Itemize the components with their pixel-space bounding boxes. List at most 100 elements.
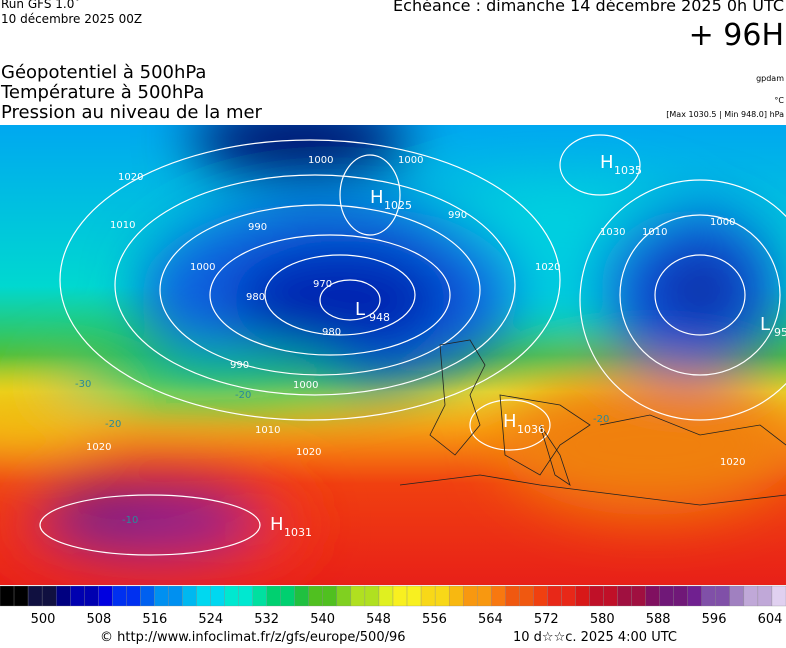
swatch	[406, 585, 422, 607]
isobar-label: 990	[230, 360, 249, 371]
swatch	[98, 585, 113, 607]
lead-time: + 96H	[688, 18, 784, 53]
center-letter: H	[600, 152, 614, 173]
colorbar-tick-label: 540	[310, 612, 335, 627]
swatch	[168, 585, 183, 607]
isobar-label: 990	[248, 222, 267, 233]
isobar-label: 1010	[255, 425, 280, 436]
center-value: 1036	[517, 423, 545, 436]
colorbar-tick-label: 588	[646, 612, 671, 627]
swatch	[27, 585, 43, 607]
unit: [Max 1030.5 | Min 948.0] hPa	[666, 110, 784, 119]
colorbar-tick-label: 524	[198, 612, 223, 627]
swatch	[673, 585, 688, 607]
swatch	[687, 585, 702, 607]
isobar-label: 1020	[118, 172, 143, 183]
temperature-label: -20	[593, 414, 609, 425]
swatch	[547, 585, 562, 607]
temperature-label: -20	[235, 390, 251, 401]
swatch	[392, 585, 408, 607]
colorbar-tick-label: 604	[758, 612, 783, 627]
colorbar-tick-label: 556	[422, 612, 447, 627]
swatch	[519, 585, 534, 607]
isobar-label: 1020	[535, 262, 560, 273]
center-value: 1035	[614, 164, 642, 177]
temperature-label: -10	[122, 515, 138, 526]
swatch	[112, 585, 127, 607]
isobar-label: 980	[246, 292, 265, 303]
field: Géopotentiel à 500hPa	[1, 62, 207, 83]
isobar-label: 990	[448, 210, 467, 221]
temperature-label: -20	[105, 419, 121, 430]
colorbar: 500 508 516 524 532 540 548 556 564 572 580 588 596 6…	[0, 585, 786, 627]
swatch	[491, 585, 506, 607]
swatch	[617, 585, 632, 607]
swatch	[210, 585, 225, 607]
isobar-label: 1000	[398, 155, 423, 166]
swatch	[561, 585, 576, 607]
footer-time: 10 d☆☆c. 2025 4:00 UTC	[513, 630, 677, 645]
swatch	[0, 585, 15, 607]
swatch	[659, 585, 674, 607]
swatch	[238, 585, 253, 607]
field: Pression au niveau de la mer	[1, 102, 262, 123]
swatch	[364, 585, 380, 607]
swatch	[322, 585, 338, 607]
echeance: Echéance : dimanche 14 décembre 2025 0h …	[393, 0, 784, 15]
swatch	[154, 585, 169, 607]
isobar-label: 1010	[642, 227, 667, 238]
swatch	[55, 585, 71, 607]
colorbar-tick-label: 508	[87, 612, 112, 627]
swatch	[603, 585, 618, 607]
swatch	[13, 585, 29, 607]
isobar-label: 1000	[190, 262, 215, 273]
isobar-label: 970	[313, 279, 332, 290]
swatch	[533, 585, 548, 607]
swatch	[589, 585, 604, 607]
unit: gpdam	[756, 74, 784, 83]
center-letter: H	[270, 514, 284, 535]
colorbar-tick-label: 516	[142, 612, 167, 627]
swatch	[631, 585, 646, 607]
swatch	[701, 585, 716, 607]
isobar-label: 1000	[308, 155, 333, 166]
swatch	[434, 585, 450, 607]
center-value: 1025	[384, 199, 412, 212]
swatch	[266, 585, 281, 607]
swatch	[757, 585, 773, 607]
center-value: 948	[369, 311, 390, 324]
center-value: 1031	[284, 526, 312, 539]
isobar-label: 1010	[110, 220, 135, 231]
isobar-label: 980	[322, 327, 341, 338]
run: Run GFS 1.0˚	[1, 0, 81, 11]
run-date: 10 décembre 2025 00Z	[1, 12, 143, 26]
swatch	[140, 585, 155, 607]
swatch	[575, 585, 590, 607]
temperature-label: -30	[75, 379, 91, 390]
swatch	[126, 585, 141, 607]
colorbar-tick-label: 564	[478, 612, 503, 627]
swatch	[448, 585, 464, 607]
swatch	[308, 585, 323, 607]
swatch	[252, 585, 267, 607]
unit: °C	[774, 96, 784, 105]
center-letter: L	[355, 299, 365, 320]
center-value: 95	[774, 326, 786, 339]
colorbar-tick-label: 500	[31, 612, 56, 627]
swatch	[729, 585, 745, 607]
colorbar-tick-label: 548	[366, 612, 391, 627]
swatch	[70, 585, 85, 607]
center-letter: H	[503, 411, 517, 432]
isobar-label: 1030	[600, 227, 625, 238]
isobar-label: 1000	[293, 380, 318, 391]
swatch	[224, 585, 239, 607]
swatch	[645, 585, 660, 607]
swatch	[378, 585, 394, 607]
footer-url: © http://www.infoclimat.fr/z/gfs/europe/…	[100, 630, 406, 645]
colorbar-tick-label: 596	[702, 612, 727, 627]
isobar-label: 1020	[720, 457, 745, 468]
center-letter: L	[760, 314, 770, 335]
swatch	[41, 585, 57, 607]
